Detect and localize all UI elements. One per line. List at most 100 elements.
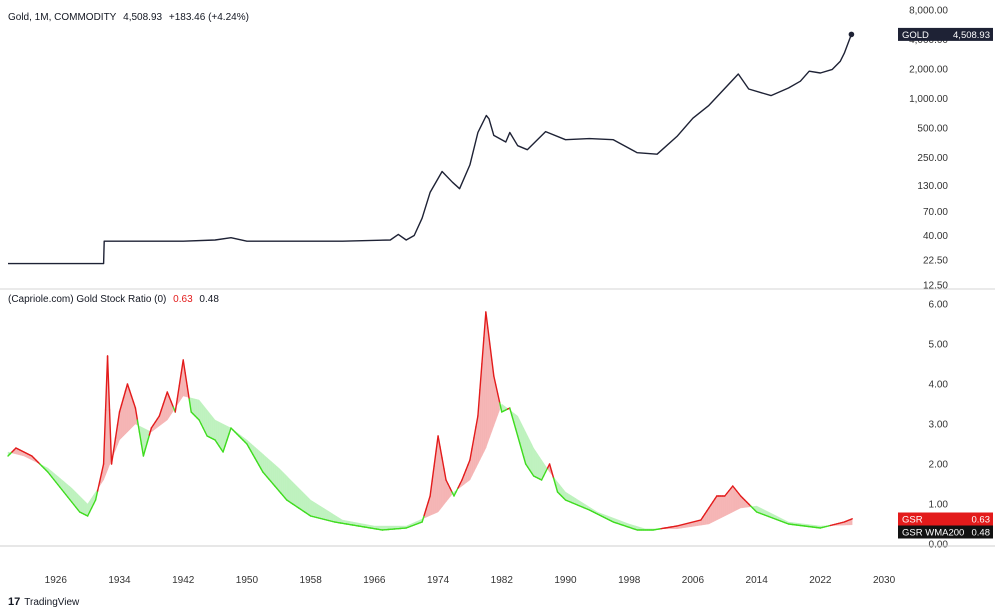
wma-badge	[898, 525, 993, 539]
gsr-line-segment	[471, 437, 475, 450]
gsr-fill-segment	[302, 491, 305, 513]
gsr-line-segment	[122, 390, 127, 399]
value-badges: GOLD 4,508.93 GSR 0.63 GSR WMA200 0.48	[898, 27, 993, 539]
bottom-pane-header: (Capriole.com) Gold Stock Ratio (0) 0.63…	[8, 294, 223, 305]
gsr-line-segment	[489, 343, 493, 361]
gsr-line-segment	[429, 480, 433, 497]
gsr-line-segment	[449, 487, 453, 493]
gsr-fill-segment	[316, 503, 319, 519]
gsr-line-segment	[110, 450, 115, 465]
gsr-line-segment	[146, 434, 151, 443]
x-tick-label: 1934	[108, 575, 131, 586]
gsr-line-segment	[224, 439, 228, 447]
gsr-line-segment	[513, 421, 517, 430]
gsr-line-segment	[168, 396, 172, 403]
gold-price-line	[8, 34, 853, 265]
gsr-line-segment	[509, 407, 513, 416]
gsr-line-segment	[140, 443, 145, 457]
gsr-line-segment	[427, 495, 431, 504]
gsr-line-segment	[90, 503, 95, 509]
chart-lines	[7, 31, 855, 531]
gsr-fill-segment	[332, 513, 335, 523]
gsr-fill-segment	[310, 499, 313, 517]
gsr-line-segment	[425, 501, 429, 510]
gsr-fill-segment	[268, 458, 271, 482]
top-y-tick-label: 250.00	[917, 153, 948, 164]
gold-last-point	[848, 31, 855, 38]
gsr-fill-segment	[525, 431, 528, 468]
gsr-fill-segment	[485, 311, 488, 449]
gsr-line-segment	[485, 311, 489, 329]
gsr-fill-segment	[527, 435, 530, 471]
gsr-fill-segment	[320, 505, 323, 520]
gsr-fill-segment	[312, 500, 315, 518]
gsr-line-segment	[461, 474, 465, 481]
gsr-fill-segment	[328, 510, 331, 522]
gsr-line-segment	[459, 479, 463, 485]
top-y-tick-label: 1,000.00	[909, 94, 948, 105]
top-pane-header: Gold, 1M, COMMODITY 4,508.93 +183.46 (+4…	[8, 12, 253, 23]
gsr-fill-segment	[282, 471, 285, 499]
gsr-fill-segment	[314, 502, 317, 518]
gsr-line-segment	[522, 456, 527, 465]
gsr-fill-segment	[81, 497, 84, 515]
gsr-fill-segment	[728, 487, 731, 515]
x-tick-label: 1998	[618, 575, 641, 586]
gsr-line-segment	[548, 463, 553, 472]
gsr-fill-segment	[322, 507, 325, 520]
gsr-fill-segment	[206, 409, 210, 438]
gsr-line-segment	[162, 397, 166, 405]
gsr-line-segment	[439, 446, 443, 459]
gsr-line-segment	[423, 508, 427, 517]
gsr-fill-segment	[208, 411, 212, 439]
gsr-line-segment	[202, 427, 206, 433]
gsr-fill-segment	[308, 497, 311, 517]
gsr-line-segment	[552, 477, 557, 486]
gsr-line-segment	[94, 490, 99, 501]
gsr-line-segment	[184, 372, 188, 387]
x-tick-label: 1942	[172, 575, 195, 586]
top-y-tick-label: 130.00	[917, 181, 948, 192]
gsr-line-segment	[473, 426, 477, 439]
gsr-fill-segment	[83, 499, 86, 516]
gsr-line-segment	[188, 398, 192, 413]
gold-badge	[898, 27, 993, 41]
x-tick-label: 2006	[682, 575, 705, 586]
gsr-line-segment	[467, 459, 471, 466]
gsr-line-segment	[511, 414, 515, 423]
gsr-fill-segment	[300, 489, 303, 512]
gsr-line-segment	[200, 423, 204, 429]
gsr-line-segment	[540, 475, 545, 481]
gsr-badge-value: 0.63	[972, 515, 991, 526]
gsr-line-segment	[204, 431, 208, 437]
x-tick-label: 1950	[236, 575, 259, 586]
gsr-line-segment	[431, 465, 435, 482]
gsr-line-segment	[144, 441, 149, 450]
last-price: 4,508.93	[123, 12, 163, 23]
gsr-fill-segment	[718, 495, 721, 520]
gsr-header-value: 0.63	[173, 294, 193, 305]
bottom-y-tick-label: 5.00	[929, 340, 949, 351]
gsr-fill-segment	[292, 481, 295, 506]
gsr-line-segment	[499, 402, 503, 413]
gsr-line-segment	[469, 448, 473, 461]
bottom-y-tick-label: 0.00	[929, 540, 949, 551]
gsr-line-segment	[136, 419, 141, 433]
gsr-line-segment	[100, 463, 105, 474]
top-y-tick-label: 70.00	[923, 207, 948, 218]
gsr-fill-segment	[304, 493, 307, 514]
gsr-line-segment	[447, 483, 451, 489]
x-tick-label: 1958	[300, 575, 323, 586]
gsr-line-segment	[550, 470, 555, 479]
gsr-fill-segment	[266, 457, 269, 480]
gsr-line-segment	[445, 479, 449, 485]
gsr-line-segment	[108, 409, 113, 465]
gsr-fill-segment	[324, 508, 327, 521]
gsr-fill-segment	[79, 495, 82, 514]
wma-header-value: 0.48	[199, 294, 219, 305]
gsr-fill-segment	[539, 456, 542, 481]
gsr-line-segment	[98, 472, 103, 483]
top-y-tick-label: 12.50	[923, 281, 948, 292]
gsr-line-segment	[176, 385, 180, 400]
